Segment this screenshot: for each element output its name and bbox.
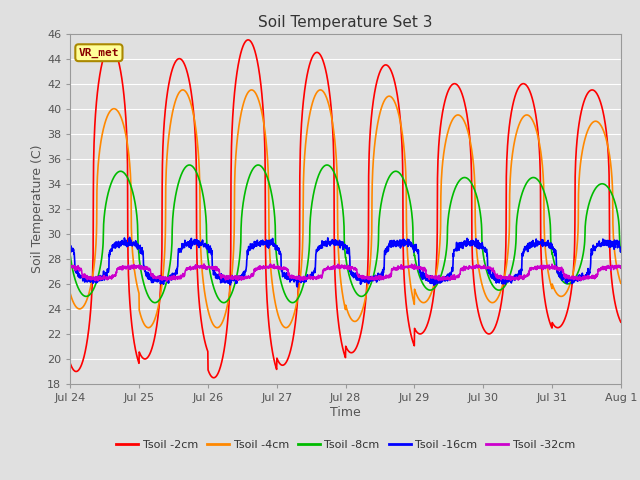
Line: Tsoil -2cm: Tsoil -2cm bbox=[70, 40, 621, 378]
Tsoil -4cm bbox=[122, 130, 129, 135]
Tsoil -4cm bbox=[240, 98, 248, 104]
Tsoil -4cm bbox=[282, 325, 290, 331]
Tsoil -4cm bbox=[609, 234, 617, 240]
Tsoil -16cm bbox=[543, 239, 550, 245]
Tsoil -2cm bbox=[244, 37, 252, 43]
Tsoil -16cm bbox=[609, 239, 617, 245]
Line: Tsoil -4cm: Tsoil -4cm bbox=[70, 90, 621, 328]
Tsoil -8cm bbox=[617, 249, 625, 255]
Tsoil -8cm bbox=[186, 162, 193, 168]
Y-axis label: Soil Temperature (C): Soil Temperature (C) bbox=[31, 144, 44, 273]
Tsoil -32cm bbox=[379, 276, 387, 281]
Tsoil -2cm bbox=[379, 63, 387, 69]
Tsoil -4cm bbox=[67, 291, 74, 297]
Tsoil -32cm bbox=[512, 276, 520, 282]
Tsoil -8cm bbox=[379, 192, 387, 197]
Tsoil -2cm bbox=[67, 361, 74, 367]
Tsoil -2cm bbox=[543, 308, 550, 313]
Tsoil -4cm bbox=[617, 280, 625, 286]
Tsoil -2cm bbox=[210, 375, 218, 381]
Tsoil -32cm bbox=[617, 263, 625, 269]
Tsoil -4cm bbox=[317, 87, 324, 93]
Tsoil -8cm bbox=[543, 198, 550, 204]
Tsoil -32cm bbox=[67, 264, 74, 270]
Tsoil -32cm bbox=[241, 275, 248, 280]
Tsoil -32cm bbox=[163, 278, 170, 284]
Tsoil -32cm bbox=[122, 265, 129, 271]
Legend: Tsoil -2cm, Tsoil -4cm, Tsoil -8cm, Tsoil -16cm, Tsoil -32cm: Tsoil -2cm, Tsoil -4cm, Tsoil -8cm, Tsoi… bbox=[111, 435, 580, 454]
Line: Tsoil -16cm: Tsoil -16cm bbox=[70, 238, 621, 287]
Tsoil -8cm bbox=[122, 171, 129, 177]
Line: Tsoil -32cm: Tsoil -32cm bbox=[70, 264, 621, 281]
Tsoil -16cm bbox=[617, 245, 625, 251]
Tsoil -16cm bbox=[126, 235, 134, 240]
Tsoil -2cm bbox=[122, 108, 129, 114]
Tsoil -4cm bbox=[512, 133, 520, 139]
Tsoil -32cm bbox=[609, 265, 617, 271]
Line: Tsoil -8cm: Tsoil -8cm bbox=[70, 165, 621, 303]
Tsoil -8cm bbox=[512, 243, 520, 249]
Tsoil -2cm bbox=[241, 40, 248, 46]
Tsoil -8cm bbox=[67, 253, 74, 259]
Tsoil -16cm bbox=[379, 274, 387, 280]
Tsoil -16cm bbox=[67, 244, 74, 250]
Tsoil -32cm bbox=[543, 265, 550, 271]
Title: Soil Temperature Set 3: Soil Temperature Set 3 bbox=[259, 15, 433, 30]
Tsoil -16cm bbox=[512, 272, 520, 278]
Tsoil -4cm bbox=[379, 101, 387, 107]
Tsoil -8cm bbox=[151, 300, 159, 306]
Tsoil -16cm bbox=[241, 273, 248, 278]
Tsoil -4cm bbox=[543, 260, 550, 265]
Tsoil -2cm bbox=[512, 92, 520, 97]
Tsoil -16cm bbox=[293, 284, 301, 290]
Tsoil -8cm bbox=[241, 192, 248, 197]
Tsoil -8cm bbox=[609, 195, 617, 201]
Tsoil -16cm bbox=[122, 242, 129, 248]
Text: VR_met: VR_met bbox=[79, 48, 119, 58]
Tsoil -2cm bbox=[617, 319, 625, 325]
X-axis label: Time: Time bbox=[330, 406, 361, 419]
Tsoil -32cm bbox=[200, 261, 208, 267]
Tsoil -2cm bbox=[609, 291, 617, 297]
